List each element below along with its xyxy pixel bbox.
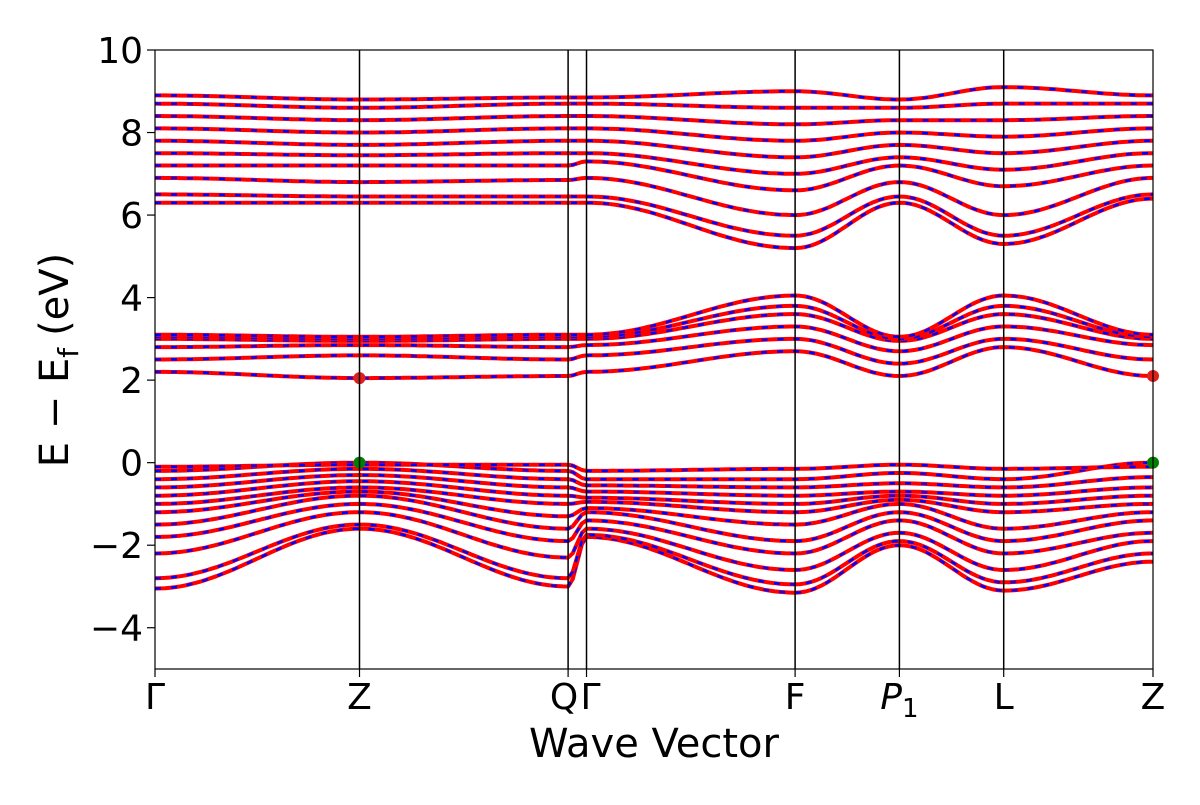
band-line-dashed-9 xyxy=(155,467,1153,489)
y-axis-ticks: −4 −2 0 2 4 6 8 10 xyxy=(90,31,155,650)
x-tick-label-main-3: Γ xyxy=(580,677,600,718)
band-line-dashed-19 xyxy=(155,193,1154,237)
y-axis-label-subscript: f xyxy=(52,347,85,358)
x-tick-label-main-4: F xyxy=(785,677,806,718)
band-lines xyxy=(154,85,1154,595)
band-line-solid-4 xyxy=(154,493,1154,544)
x-tick-label-main-2: Q xyxy=(550,677,578,718)
band-line-solid-16 xyxy=(155,303,1154,341)
x-tick-label-6: L xyxy=(994,677,1014,718)
band-line-solid-20 xyxy=(155,175,1154,218)
x-tick-label-5: P1 xyxy=(880,677,918,724)
x-tick-label-subscript-5: 1 xyxy=(902,694,919,724)
band-line-dashed-10 xyxy=(155,461,1153,481)
plot-frame xyxy=(154,49,1154,670)
band-line-dashed-17 xyxy=(155,294,1154,339)
band-line-dashed-21 xyxy=(155,160,1154,192)
y-tick-label-1: −2 xyxy=(90,526,143,567)
x-tick-label-4: F xyxy=(785,677,806,718)
x-tick-label-main-0: Γ xyxy=(145,677,165,718)
band-line-solid-25 xyxy=(155,114,1153,127)
y-axis-label: E − Ef (eV) xyxy=(32,253,85,468)
band-edge-markers xyxy=(353,370,1159,469)
band-line-dashed-3 xyxy=(155,502,1154,555)
x-tick-label-0: Γ xyxy=(145,677,165,718)
band-line-dashed-23 xyxy=(155,139,1153,159)
x-tick-label-main-6: L xyxy=(994,677,1014,718)
band-line-dashed-6 xyxy=(155,486,1154,514)
x-tick-label-7: Z xyxy=(1141,677,1166,718)
x-tick-label-main-1: Z xyxy=(347,677,372,718)
band-line-dashed-5 xyxy=(155,490,1153,530)
x-tick-label-1: Z xyxy=(347,677,372,718)
x-axis-ticks: Γ Z Q Γ F P1 L Z xyxy=(145,669,1165,724)
band-line-dashed-0 xyxy=(154,527,1154,594)
y-tick-label-5: 6 xyxy=(120,196,143,237)
y-tick-label-3: 2 xyxy=(120,361,143,402)
band-line-dashed-7 xyxy=(155,479,1153,506)
band-line-solid-13 xyxy=(155,336,1154,366)
band-line-solid-26 xyxy=(154,101,1153,110)
x-tick-label-main-7: Z xyxy=(1141,677,1166,718)
y-axis-label-main: E − E xyxy=(32,358,78,468)
x-axis-label: Wave Vector xyxy=(529,721,780,767)
y-tick-label-4: 4 xyxy=(120,279,143,320)
band-line-solid-1 xyxy=(154,522,1153,587)
band-line-solid-14 xyxy=(155,324,1154,354)
band-line-solid-27 xyxy=(155,85,1153,102)
y-tick-label-2: 0 xyxy=(120,444,143,485)
x-tick-label-main-5: P xyxy=(880,677,902,718)
x-tick-label-2: Q xyxy=(550,677,578,718)
band-line-solid-24 xyxy=(155,126,1153,143)
y-tick-label-6: 8 xyxy=(120,114,143,155)
band-line-dashed-18 xyxy=(155,197,1154,250)
x-tick-label-3: Γ xyxy=(580,677,600,718)
y-tick-label-0: −4 xyxy=(90,609,143,650)
band-line-dashed-11 xyxy=(155,463,1153,473)
band-line-dashed-12 xyxy=(155,345,1154,380)
band-line-solid-15 xyxy=(155,312,1154,343)
high-symmetry-lines xyxy=(358,50,1005,669)
band-line-dashed-22 xyxy=(155,151,1153,176)
y-axis-label-unit: (eV) xyxy=(32,253,78,336)
band-line-solid-2 xyxy=(154,510,1154,572)
y-tick-label-7: 10 xyxy=(97,31,143,72)
band-line-dashed-8 xyxy=(155,473,1154,497)
